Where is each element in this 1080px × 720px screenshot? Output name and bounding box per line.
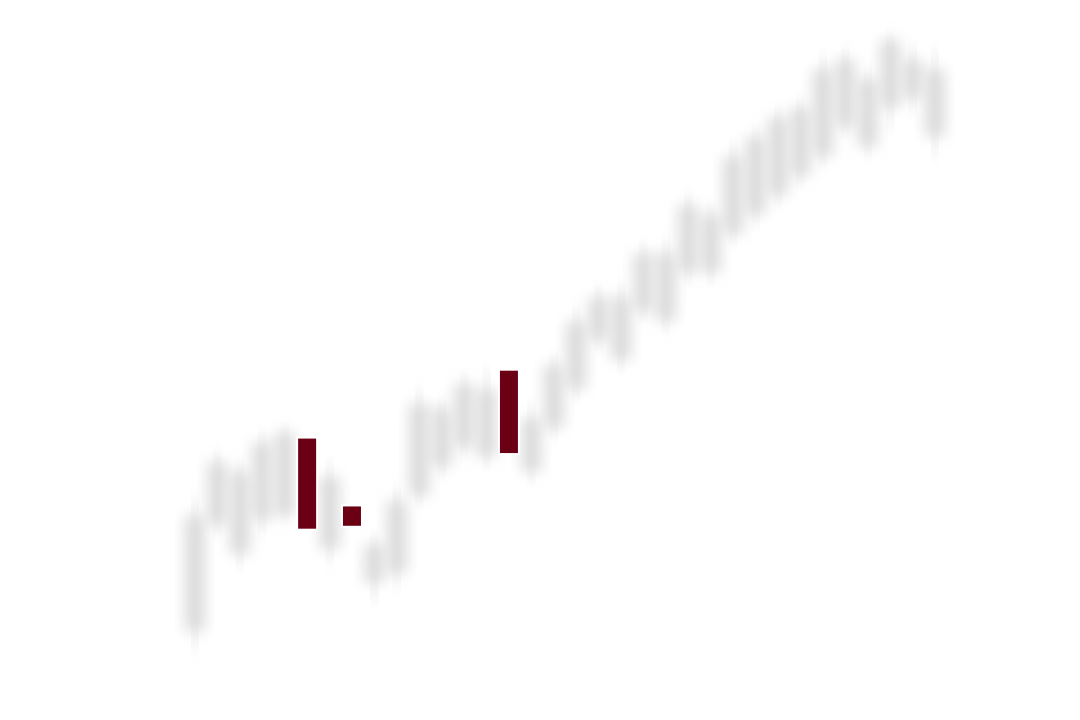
candle-body: [340, 504, 363, 528]
candle-body: [678, 204, 699, 273]
candle-22: [655, 238, 676, 331]
highlighted-candle-8: [340, 504, 363, 528]
candle-body: [768, 117, 789, 196]
candle-body: [745, 136, 766, 215]
candle-body: [476, 389, 497, 457]
candle-body: [723, 156, 744, 234]
candle-26: [745, 127, 766, 225]
candle-3: [229, 461, 250, 569]
candle-10: [386, 486, 407, 588]
candle-25: [723, 141, 744, 244]
candle-30: [835, 49, 856, 137]
highlighted-candle-15: [497, 368, 520, 456]
candle-body: [902, 59, 923, 99]
candle-body: [497, 368, 520, 456]
candle-16: [521, 403, 542, 482]
candle-19: [588, 287, 609, 351]
faded-candles: [185, 35, 945, 651]
candle-7: [319, 461, 340, 564]
candle-14: [476, 369, 497, 467]
candle-13: [454, 374, 475, 457]
candle-body: [835, 59, 856, 128]
candle-body: [857, 78, 878, 147]
candle-body: [364, 544, 385, 584]
candle-body: [454, 384, 475, 448]
candle-28: [790, 98, 811, 186]
candle-body: [252, 442, 273, 520]
candle-body: [611, 296, 632, 360]
candle-32: [880, 35, 901, 128]
candle-body: [409, 403, 430, 496]
candle-27: [768, 107, 789, 205]
candle-12: [431, 398, 452, 477]
candle-11: [409, 389, 430, 506]
candle-24: [700, 204, 721, 283]
candle-21: [633, 243, 654, 322]
candle-body: [812, 69, 833, 157]
candle-body: [229, 471, 250, 554]
candle-18: [566, 306, 587, 399]
candle-9: [364, 534, 385, 603]
candle-17: [543, 355, 564, 438]
highlighted-candle-6: [296, 436, 319, 531]
candle-body: [431, 408, 452, 467]
candle-body: [386, 500, 407, 574]
candle-body: [880, 40, 901, 108]
candle-body: [296, 436, 319, 531]
candle-body: [655, 253, 676, 322]
candle-body: [790, 107, 811, 176]
candle-body: [274, 432, 295, 516]
candle-body: [319, 476, 340, 550]
candle-body: [633, 253, 654, 312]
candle-5: [274, 425, 295, 520]
candle-body: [207, 461, 228, 525]
candle-2: [207, 452, 228, 535]
candle-body: [543, 364, 564, 428]
candle-4: [252, 432, 273, 535]
candle-body: [566, 321, 587, 390]
candle-31: [857, 69, 878, 157]
candle-body: [588, 296, 609, 341]
candle-33: [902, 44, 923, 113]
highlighted-candles: [296, 368, 520, 531]
candle-20: [611, 282, 632, 370]
candle-body: [521, 418, 542, 472]
candle-body: [925, 69, 945, 137]
candle-body: [185, 515, 205, 632]
candle-34: [925, 49, 945, 157]
candle-23: [678, 195, 699, 283]
candle-29: [812, 54, 833, 167]
candle-body: [700, 214, 721, 273]
candle-1: [185, 495, 205, 651]
